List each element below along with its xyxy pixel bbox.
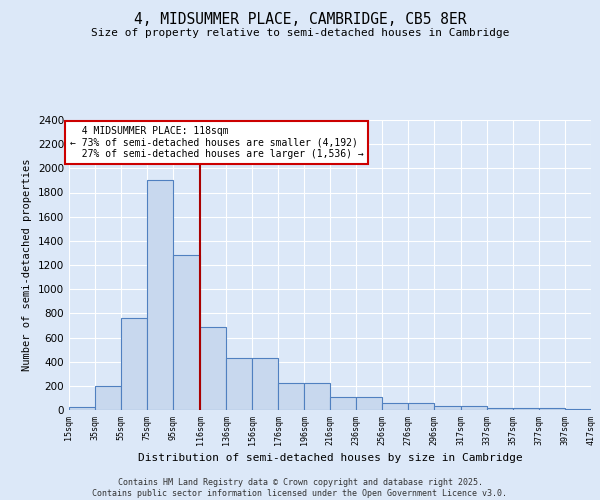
Bar xyxy=(200,326,226,410)
Bar xyxy=(539,408,565,410)
Bar xyxy=(382,404,408,410)
X-axis label: Distribution of semi-detached houses by size in Cambridge: Distribution of semi-detached houses by … xyxy=(137,453,523,463)
Bar xyxy=(304,384,330,410)
Y-axis label: Number of semi-detached properties: Number of semi-detached properties xyxy=(22,159,32,371)
Bar xyxy=(147,180,173,410)
Bar xyxy=(95,386,121,410)
Bar xyxy=(226,358,252,410)
Bar xyxy=(487,408,513,410)
Bar xyxy=(565,409,591,410)
Text: 4 MIDSUMMER PLACE: 118sqm
← 73% of semi-detached houses are smaller (4,192)
  27: 4 MIDSUMMER PLACE: 118sqm ← 73% of semi-… xyxy=(70,126,364,159)
Bar xyxy=(461,406,487,410)
Bar xyxy=(356,398,382,410)
Text: Contains HM Land Registry data © Crown copyright and database right 2025.
Contai: Contains HM Land Registry data © Crown c… xyxy=(92,478,508,498)
Bar xyxy=(252,358,278,410)
Bar xyxy=(278,384,304,410)
Text: Size of property relative to semi-detached houses in Cambridge: Size of property relative to semi-detach… xyxy=(91,28,509,38)
Bar xyxy=(121,318,147,410)
Bar xyxy=(408,404,434,410)
Bar xyxy=(69,407,95,410)
Bar xyxy=(330,398,356,410)
Bar xyxy=(434,406,461,410)
Bar xyxy=(173,256,200,410)
Text: 4, MIDSUMMER PLACE, CAMBRIDGE, CB5 8ER: 4, MIDSUMMER PLACE, CAMBRIDGE, CB5 8ER xyxy=(134,12,466,28)
Bar xyxy=(513,408,539,410)
